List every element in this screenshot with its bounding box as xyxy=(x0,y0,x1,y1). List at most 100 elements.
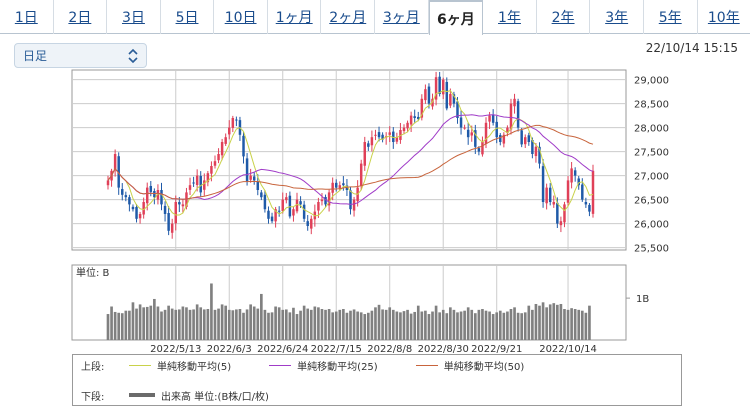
tab-7[interactable]: 3ヶ月 xyxy=(375,0,429,34)
volume-bar-125 xyxy=(552,303,556,340)
candle-body-89 xyxy=(424,89,427,101)
tab-6[interactable]: 2ヶ月 xyxy=(321,0,376,34)
tab-11[interactable]: 3年 xyxy=(590,0,644,34)
volume-bar-56 xyxy=(306,308,310,340)
volume-bar-127 xyxy=(559,303,563,340)
candle-body-126 xyxy=(556,202,559,224)
volume-bar-87 xyxy=(416,305,420,340)
candle-body-29 xyxy=(210,166,213,174)
volume-bar-75 xyxy=(374,307,377,340)
tab-3[interactable]: 5日 xyxy=(161,0,215,34)
volume-bar-118 xyxy=(527,305,531,340)
volume-bar-120 xyxy=(534,303,538,340)
volume-bar-48 xyxy=(277,307,281,340)
volume-bar-31 xyxy=(217,308,220,340)
interval-select[interactable]: 日足 xyxy=(14,43,147,68)
candle-body-40 xyxy=(249,175,252,180)
candle-body-41 xyxy=(252,176,256,181)
candle-body-32 xyxy=(220,142,224,156)
volume-bar-129 xyxy=(566,309,570,340)
tab-13[interactable]: 10年 xyxy=(707,10,740,26)
tab-9[interactable]: 1年 xyxy=(483,0,537,34)
volume-bar-98 xyxy=(456,312,459,340)
volume-bar-21 xyxy=(181,306,185,340)
tab-4[interactable]: 10日 xyxy=(214,0,268,34)
candle-body-100 xyxy=(463,127,466,129)
tab-10[interactable]: 2年 xyxy=(537,0,591,34)
legend-sma5-swatch xyxy=(129,364,151,366)
candle-body-36 xyxy=(235,119,238,121)
volume-bar-100 xyxy=(463,310,466,340)
candle-body-114 xyxy=(513,98,516,107)
volume-bar-53 xyxy=(295,314,299,340)
volume-bar-11 xyxy=(145,306,149,340)
x-tick-label-3: 2022/7/15 xyxy=(311,344,362,355)
volume-bar-14 xyxy=(156,306,160,340)
volume-bar-124 xyxy=(548,304,552,340)
candle-body-101 xyxy=(466,129,470,138)
tab-8[interactable]: 6ヶ月 xyxy=(428,0,484,35)
volume-bar-86 xyxy=(413,311,417,340)
candle-body-90 xyxy=(427,86,431,104)
candle-body-52 xyxy=(292,209,295,216)
volume-bar-22 xyxy=(185,307,188,340)
price-tick-label-4: 27,500 xyxy=(634,148,669,159)
volume-bar-9 xyxy=(138,304,142,340)
price-tick-label-1: 26,000 xyxy=(634,220,669,231)
volume-bar-70 xyxy=(356,311,359,340)
candle-body-20 xyxy=(178,202,181,205)
volume-bar-37 xyxy=(238,309,242,340)
volume-bar-39 xyxy=(245,309,249,340)
volume-bar-45 xyxy=(267,312,270,340)
candle-body-91 xyxy=(431,98,434,107)
candle-body-79 xyxy=(388,132,391,135)
price-tick-label-0: 25,500 xyxy=(634,244,669,255)
volume-bar-23 xyxy=(188,309,192,340)
volume-bar-110 xyxy=(498,310,502,340)
volume-bar-36 xyxy=(235,309,238,340)
candle-body-132 xyxy=(577,178,580,186)
candle-body-124 xyxy=(548,187,552,202)
volume-bar-61 xyxy=(324,309,327,340)
price-tick-label-3: 27,000 xyxy=(634,172,669,183)
candle-body-15 xyxy=(160,190,163,205)
tab-5[interactable]: 1ヶ月 xyxy=(268,0,322,34)
candle-body-136 xyxy=(591,170,595,214)
candle-body-13 xyxy=(153,191,156,198)
volume-bar-13 xyxy=(153,298,156,340)
candle-body-86 xyxy=(413,116,416,118)
candle-body-128 xyxy=(563,204,566,223)
candle-body-96 xyxy=(449,94,452,106)
tab-2[interactable]: 3日 xyxy=(107,0,161,34)
candle-body-14 xyxy=(156,190,160,200)
timestamp: 22/10/14 15:15 xyxy=(645,41,738,55)
volume-bar-79 xyxy=(388,307,392,340)
volume-bar-91 xyxy=(431,311,434,340)
tab-0[interactable]: 1日 xyxy=(0,0,54,34)
tab-12[interactable]: 5年 xyxy=(644,0,698,34)
volume-bar-16 xyxy=(163,309,167,340)
volume-bar-2 xyxy=(113,311,117,340)
volume-bar-34 xyxy=(227,309,231,340)
candle-body-56 xyxy=(306,221,309,226)
candle-body-117 xyxy=(524,137,527,145)
volume-bar-89 xyxy=(424,310,427,340)
x-tick-label-0: 2022/5/13 xyxy=(150,344,201,355)
candle-body-38 xyxy=(242,135,245,157)
candle-body-48 xyxy=(277,210,281,212)
candle-body-92 xyxy=(434,77,438,100)
volume-bar-8 xyxy=(135,308,138,340)
volume-bar-78 xyxy=(384,309,388,340)
candle-body-46 xyxy=(270,216,274,222)
candle-body-84 xyxy=(406,122,409,129)
candle-body-116 xyxy=(520,130,523,145)
tab-1[interactable]: 2日 xyxy=(54,0,108,34)
candle-body-21 xyxy=(181,204,185,207)
volume-tick-label: 1B xyxy=(636,294,649,305)
candle-body-129 xyxy=(566,180,570,203)
volume-bar-90 xyxy=(427,314,431,340)
candle-body-131 xyxy=(573,170,577,176)
candle-body-109 xyxy=(495,121,498,138)
candle-body-43 xyxy=(260,192,263,198)
volume-bar-46 xyxy=(270,312,274,340)
